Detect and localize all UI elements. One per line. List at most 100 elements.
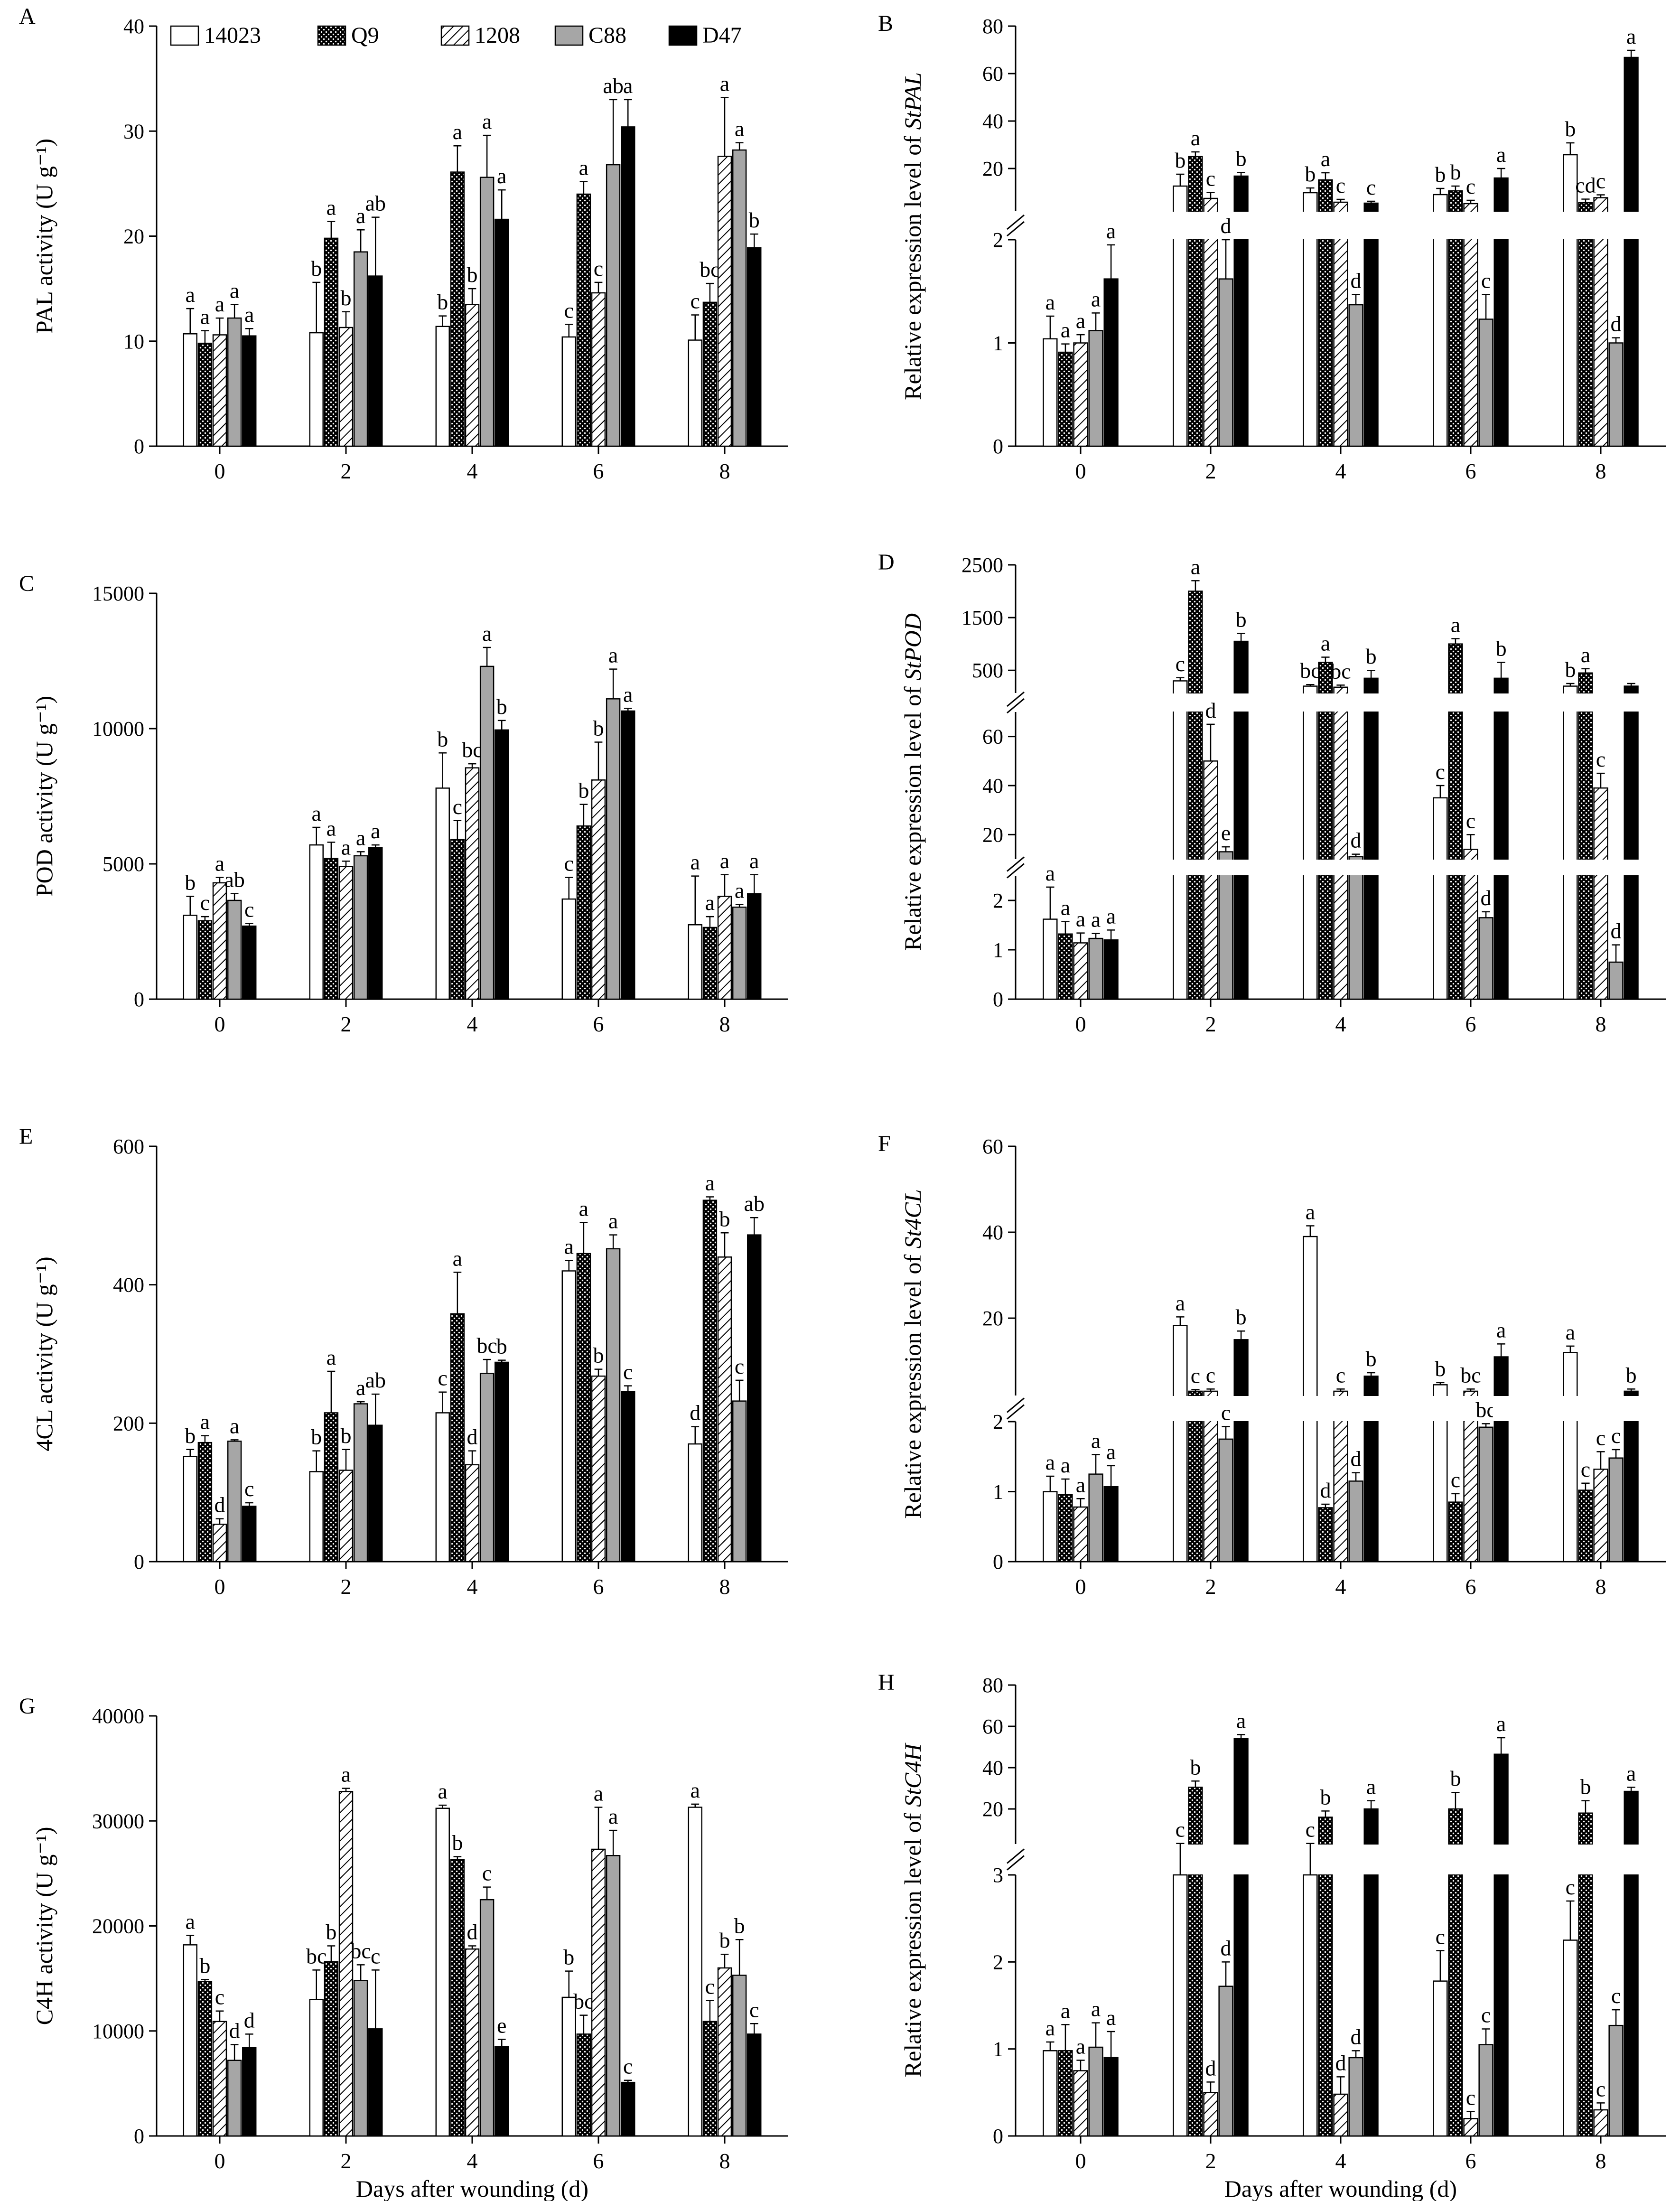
x-tick-label: 8 [1596, 459, 1606, 483]
significance-letter: c [1566, 1875, 1575, 1899]
significance-letter: a [608, 643, 618, 667]
y-axis-label: Relative expression level of St4CL [899, 1189, 926, 1518]
significance-letter: a [1106, 2005, 1116, 2030]
bar-1208-day6 [1463, 2118, 1478, 2137]
bar-14023-day2 [1173, 680, 1188, 1000]
x-tick-label: 0 [1075, 459, 1086, 483]
bar-Q9-day4 [450, 1313, 465, 1563]
significance-letter: a [200, 305, 210, 329]
significance-letter: a [230, 278, 239, 302]
legend-swatch-D47 [668, 25, 698, 46]
axis-break-mark [1007, 698, 1025, 714]
axis-break-gap [1347, 860, 1364, 875]
x-tick-label: 4 [1335, 1012, 1346, 1036]
significance-letter: a [1061, 896, 1070, 920]
bar-C88-day2 [1218, 278, 1233, 447]
significance-letter: ab [365, 1368, 386, 1392]
significance-letter: bc [1330, 659, 1351, 683]
axis-break-gap [1493, 693, 1510, 712]
x-tick-label: 4 [467, 459, 478, 483]
significance-letter: b [749, 208, 760, 232]
bar-1208-day2 [338, 1470, 354, 1563]
significance-letter: b [578, 778, 589, 803]
significance-letter: a [1191, 554, 1200, 579]
significance-letter: b [593, 1343, 604, 1367]
significance-letter: ab [224, 868, 244, 892]
significance-letter: a [356, 825, 365, 850]
axis-break-gap [1447, 693, 1464, 712]
significance-letter: a [482, 621, 492, 646]
bar-D47-day0 [242, 925, 257, 1000]
significance-letter: d [1351, 268, 1362, 292]
significance-letter: c [1466, 174, 1475, 198]
significance-letter: c [623, 1360, 633, 1384]
x-tick-label: 0 [215, 459, 225, 483]
bar-14023-day8 [688, 924, 702, 1000]
bar-Q9-day0 [1058, 2050, 1073, 2137]
significance-letter: d [1351, 2024, 1362, 2049]
bar-Q9-day8 [702, 301, 718, 447]
significance-letter: a [1106, 1440, 1116, 1464]
y-tick-label: 2 [993, 1410, 1003, 1433]
significance-letter: c [1176, 1817, 1185, 1842]
bar-1208-day0 [1073, 942, 1088, 1000]
significance-letter: a [1176, 1291, 1185, 1315]
bar-Q9-day8 [1578, 1489, 1593, 1563]
significance-letter: b [185, 870, 196, 894]
x-tick-label: 4 [467, 1012, 478, 1036]
significance-letter: b [1320, 1785, 1331, 1809]
panel-letter: H [878, 1670, 895, 1695]
significance-letter: bc [306, 1944, 327, 1968]
bar-1208-day2 [1203, 197, 1218, 447]
axis-break-mark [1007, 1404, 1025, 1420]
significance-letter: a [356, 1376, 365, 1400]
legend-swatch-C88 [554, 25, 584, 46]
y-axis-label: POD activity (U g⁻¹) [31, 696, 57, 897]
panel-letter: A [19, 4, 36, 29]
bar-D47-day8 [1624, 1790, 1639, 2137]
bar-C88-day6 [1478, 2044, 1493, 2137]
y-tick-label: 1500 [961, 606, 1003, 629]
bar-Q9-day2 [1188, 156, 1203, 447]
significance-letter: b [437, 290, 448, 314]
significance-letter: c [1466, 808, 1475, 833]
significance-letter: a [186, 282, 195, 307]
bar-C88-day0 [227, 2060, 242, 2137]
significance-letter: a [735, 117, 744, 141]
legend-label-1208: 1208 [475, 23, 520, 48]
y-tick-label: 20 [982, 157, 1003, 180]
significance-letter: c [623, 2054, 633, 2079]
significance-letter: a [564, 1235, 574, 1259]
bar-1208-day2 [338, 1791, 354, 2137]
bar-1208-day0 [212, 334, 227, 447]
axis-break-gap [1232, 1845, 1250, 1874]
significance-letter: a [215, 292, 224, 316]
axis-break-gap [1363, 693, 1380, 712]
bar-1208-day0 [1073, 1506, 1088, 1563]
bar-C88-day0 [1088, 1473, 1103, 1563]
significance-letter: a [623, 682, 633, 706]
bar-14023-day2 [1173, 1874, 1188, 2137]
x-tick-label: 2 [1205, 1012, 1216, 1036]
bar-Q9-day2 [324, 1961, 339, 2137]
significance-letter: a [1496, 1318, 1506, 1342]
bar-D47-day2 [1233, 1738, 1249, 2137]
bar-14023-day0 [183, 333, 197, 447]
bar-C88-day4 [479, 177, 495, 447]
significance-letter: e [497, 2013, 506, 2037]
significance-letter: a [438, 1779, 448, 1803]
significance-letter: c [705, 1975, 715, 1999]
significance-letter: b [1236, 147, 1247, 171]
bar-Q9-day0 [197, 342, 213, 447]
bar-Q9-day4 [450, 839, 465, 1000]
bar-14023-day8 [1563, 685, 1578, 1000]
significance-letter: a [579, 1196, 588, 1220]
bar-D47-day8 [747, 2033, 762, 2137]
significance-letter: b [563, 1945, 574, 1969]
significance-letter: c [564, 852, 574, 876]
significance-letter: a [244, 302, 254, 327]
bar-D47-day8 [1624, 56, 1639, 447]
significance-letter: b [1565, 657, 1576, 682]
significance-letter: b [1626, 1363, 1637, 1387]
significance-letter: a [1581, 643, 1590, 667]
